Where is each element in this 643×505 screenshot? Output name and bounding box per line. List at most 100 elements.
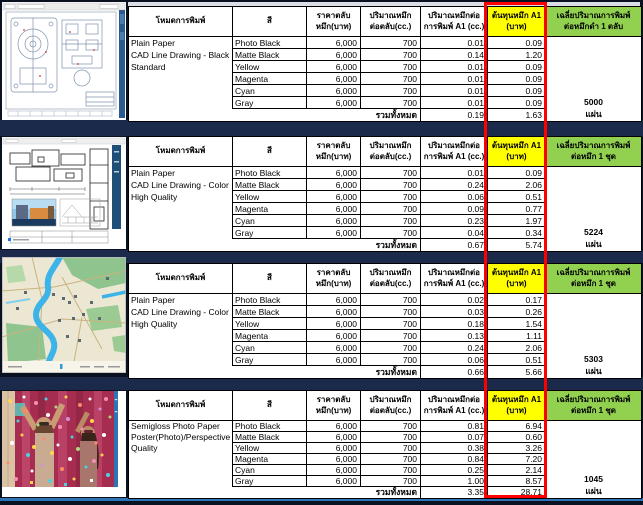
ink-cost-cell: 0.09 bbox=[488, 73, 546, 85]
color-name-cell: Cyan bbox=[233, 215, 307, 227]
ink-cost-table: โหมดการพิมพ์ สี ราคาตลับ หมึก(บาท) ปริมาณ… bbox=[128, 263, 642, 379]
ink-cost-cell: 0.09 bbox=[488, 37, 546, 49]
header-text: (บาท) bbox=[506, 151, 527, 161]
cad-mechanical-drawing-image bbox=[2, 2, 126, 120]
avg-prints-cell: 5000 แผ่น bbox=[546, 37, 641, 121]
header-text: (บาท) bbox=[506, 405, 527, 415]
ink-cost-cell: 0.09 bbox=[488, 97, 546, 109]
ink-cost-cell: 1.97 bbox=[488, 215, 546, 227]
header-text: เฉลี่ยปริมาณการพิมพ์ bbox=[556, 395, 631, 405]
print-mode-line: Plain Paper bbox=[131, 38, 175, 48]
header-text: ต่อหมึก 1 ชุด bbox=[571, 278, 616, 288]
header-text: ต่อหมึกดำ 1 ตลับ bbox=[563, 21, 624, 31]
header-text: ต่อตลับ(cc.) bbox=[369, 405, 412, 415]
col-header-print-mode: โหมดการพิมพ์ bbox=[129, 7, 233, 37]
cartridge-price-cell: 6,000 bbox=[307, 73, 361, 85]
header-text: เฉลี่ยปริมาณการพิมพ์ bbox=[556, 141, 631, 151]
total-row-label: รวมทั้งหมด bbox=[129, 366, 421, 378]
color-name-cell: Matte Black bbox=[233, 306, 307, 318]
cartridge-price-cell: 6,000 bbox=[307, 476, 361, 487]
ink-per-print-cell: 0.01 bbox=[421, 61, 488, 73]
avg-prints-value: 5000 bbox=[584, 97, 603, 107]
ink-cost-cell: 0.17 bbox=[488, 294, 546, 306]
cartridge-price-cell: 6,000 bbox=[307, 203, 361, 215]
header-text: เฉลี่ยปริมาณการพิมพ์ bbox=[556, 11, 631, 21]
color-name-cell: Magenta bbox=[233, 73, 307, 85]
ink-volume-cell: 700 bbox=[361, 61, 421, 73]
preview-card bbox=[2, 391, 126, 497]
color-name-cell: Matte Black bbox=[233, 179, 307, 191]
header-text: ราคาตลับ bbox=[316, 395, 351, 405]
color-name-cell: Gray bbox=[233, 227, 307, 239]
ink-per-print-cell: 0.81 bbox=[421, 421, 488, 432]
ink-volume-cell: 700 bbox=[361, 179, 421, 191]
ink-per-print-cell: 0.84 bbox=[421, 454, 488, 465]
color-name-cell: Photo Black bbox=[233, 294, 307, 306]
col-header-cartridge-price: ราคาตลับ หมึก(บาท) bbox=[307, 264, 361, 294]
print-mode-line: Quality bbox=[131, 443, 158, 453]
ink-cost-cell: 0.09 bbox=[488, 85, 546, 97]
header-text: โหมดการพิมพ์ bbox=[155, 400, 206, 410]
cartridge-price-cell: 6,000 bbox=[307, 167, 361, 179]
color-name-cell: Photo Black bbox=[233, 37, 307, 49]
header-text: การพิมพ์ A1 (cc.) bbox=[423, 405, 485, 415]
print-mode-line: CAD Line Drawing - Color bbox=[131, 180, 229, 190]
color-name-cell: Matte Black bbox=[233, 432, 307, 443]
ink-per-print-cell: 0.01 bbox=[421, 73, 488, 85]
total-row-label: รวมทั้งหมด bbox=[129, 239, 421, 251]
ink-volume-cell: 700 bbox=[361, 354, 421, 366]
print-mode-line: CAD Line Drawing - Black bbox=[131, 50, 230, 60]
print-mode-line: Standard bbox=[131, 62, 166, 72]
col-header-ink-cost-a1-highlighted: ต้นทุนหมึก A1 (บาท) bbox=[488, 264, 546, 294]
col-header-ink-per-cartridge: ปริมาณหมึก ต่อตลับ(cc.) bbox=[361, 264, 421, 294]
cartridge-price-cell: 6,000 bbox=[307, 330, 361, 342]
ink-cost-cell: 7.20 bbox=[488, 454, 546, 465]
print-mode-line: High Quality bbox=[131, 192, 178, 202]
ink-per-print-cell: 0.03 bbox=[421, 306, 488, 318]
ink-volume-cell: 700 bbox=[361, 465, 421, 476]
ink-volume-cell: 700 bbox=[361, 342, 421, 354]
print-mode-cell: Plain Paper CAD Line Drawing - Color Hig… bbox=[129, 294, 233, 366]
print-mode-line: Poster(Photo)/Perspective bbox=[131, 432, 231, 442]
avg-prints-unit: แผ่น bbox=[585, 486, 602, 496]
cartridge-price-cell: 6,000 bbox=[307, 354, 361, 366]
ink-cost-cell: 3.26 bbox=[488, 443, 546, 454]
col-header-avg-prints-per-cartridge: เฉลี่ยปริมาณการพิมพ์ ต่อหมึก 1 ชุด bbox=[546, 264, 641, 294]
cartridge-price-cell: 6,000 bbox=[307, 227, 361, 239]
print-mode-line: High Quality bbox=[131, 319, 178, 329]
section-separator bbox=[0, 120, 643, 136]
ink-per-print-cell: 0.23 bbox=[421, 215, 488, 227]
cartridge-price-cell: 6,000 bbox=[307, 61, 361, 73]
col-header-avg-prints-per-cartridge: เฉลี่ยปริมาณการพิมพ์ ต่อหมึก 1 ชุด bbox=[546, 137, 641, 167]
ink-cost-cell: 0.34 bbox=[488, 227, 546, 239]
col-header-ink-per-print: ปริมาณหมึกต่อ การพิมพ์ A1 (cc.) bbox=[421, 137, 488, 167]
col-header-ink-per-cartridge: ปริมาณหมึก ต่อตลับ(cc.) bbox=[361, 391, 421, 421]
header-text: การพิมพ์ A1 (cc.) bbox=[423, 278, 485, 288]
col-header-color: สี bbox=[233, 137, 307, 167]
ink-cost-table: โหมดการพิมพ์ สี ราคาตลับ หมึก(บาท) ปริมาณ… bbox=[128, 390, 642, 499]
ink-per-print-cell: 0.01 bbox=[421, 97, 488, 109]
total-row-label: รวมทั้งหมด bbox=[129, 487, 421, 498]
header-text: สี bbox=[267, 273, 272, 283]
color-name-cell: Yellow bbox=[233, 191, 307, 203]
color-name-cell: Cyan bbox=[233, 465, 307, 476]
preview-card bbox=[2, 137, 126, 249]
header-text: หมึก(บาท) bbox=[315, 151, 352, 161]
col-header-avg-prints-per-cartridge: เฉลี่ยปริมาณการพิมพ์ ต่อหมึกดำ 1 ตลับ bbox=[546, 7, 641, 37]
cartridge-price-cell: 6,000 bbox=[307, 432, 361, 443]
ink-per-print-cell: 0.02 bbox=[421, 294, 488, 306]
cartridge-price-cell: 6,000 bbox=[307, 191, 361, 203]
color-name-cell: Matte Black bbox=[233, 49, 307, 61]
header-text: หมึก(บาท) bbox=[315, 405, 352, 415]
ink-cost-cell: 0.51 bbox=[488, 354, 546, 366]
header-text: โหมดการพิมพ์ bbox=[155, 16, 206, 26]
color-name-cell: Yellow bbox=[233, 61, 307, 73]
avg-prints-unit: แผ่น bbox=[585, 366, 602, 376]
ink-per-print-cell: 0.18 bbox=[421, 318, 488, 330]
ink-cost-table: โหมดการพิมพ์ สี ราคาตลับ หมึก(บาท) ปริมาณ… bbox=[128, 6, 642, 122]
header-text: (บาท) bbox=[506, 21, 527, 31]
total-ink-per-print: 0.66 bbox=[421, 366, 488, 378]
col-header-print-mode: โหมดการพิมพ์ bbox=[129, 264, 233, 294]
ink-cost-cell: 0.09 bbox=[488, 167, 546, 179]
col-header-ink-cost-a1-highlighted: ต้นทุนหมึก A1 (บาท) bbox=[488, 391, 546, 421]
